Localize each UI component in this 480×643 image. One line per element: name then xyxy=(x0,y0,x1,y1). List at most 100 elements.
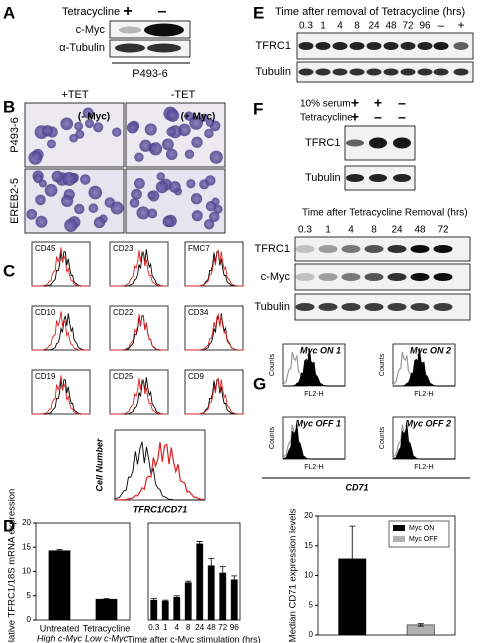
histogram xyxy=(283,348,345,387)
cell xyxy=(209,150,223,164)
cell xyxy=(166,127,177,137)
label: FL2-H xyxy=(304,391,323,398)
cell xyxy=(144,123,157,136)
cell xyxy=(131,188,142,200)
blot-band xyxy=(346,139,364,147)
cell xyxy=(62,172,77,186)
cell xyxy=(93,122,104,133)
legend-swatch xyxy=(393,525,405,531)
label: 96 xyxy=(419,21,431,32)
cell xyxy=(88,203,99,214)
cell xyxy=(205,118,215,127)
label: Counts xyxy=(269,353,276,376)
error-bar xyxy=(231,575,238,585)
blot-band xyxy=(383,42,399,50)
plot-frame xyxy=(147,522,241,621)
blot-band xyxy=(366,42,382,50)
panel-label: E xyxy=(253,3,264,22)
cell xyxy=(148,142,163,156)
histogram xyxy=(185,376,243,415)
y-tick-label: 15 xyxy=(22,542,31,551)
label: Myc OFF 1 xyxy=(295,418,341,428)
bar xyxy=(196,543,204,621)
cell xyxy=(161,138,174,151)
cell xyxy=(51,170,64,183)
cell xyxy=(46,139,56,149)
cell xyxy=(147,191,156,200)
blot-band xyxy=(393,174,411,182)
label: TFRC1 xyxy=(256,40,291,52)
label: Myc ON 1 xyxy=(300,345,341,355)
label: Tetracycline xyxy=(62,6,120,18)
histogram xyxy=(32,375,90,415)
label: Time after Tetracycline Removal (hrs) xyxy=(302,208,468,219)
label: c-Myc xyxy=(76,24,106,36)
y-tick-label: 5 xyxy=(27,591,32,600)
label: + xyxy=(374,95,382,111)
label: c-Myc xyxy=(261,271,291,283)
histogram xyxy=(185,312,243,351)
error-bar xyxy=(150,598,157,602)
label: Time after removal of Tetracycline (hrs) xyxy=(275,6,465,18)
cell xyxy=(35,194,46,206)
error-bar xyxy=(196,541,203,547)
label: 4 xyxy=(348,225,354,236)
x-tick-label: 8 xyxy=(186,623,191,632)
label: – xyxy=(158,3,167,20)
blot-band xyxy=(295,273,315,281)
blot-band xyxy=(383,68,399,76)
blot-band xyxy=(433,303,453,311)
blot-band xyxy=(417,42,433,50)
blot-band xyxy=(400,42,416,50)
blot-band xyxy=(366,68,382,76)
blot-band xyxy=(147,43,181,53)
blot-band xyxy=(364,303,384,311)
error-bar xyxy=(417,623,424,627)
y-tick-label: 5 xyxy=(309,600,314,609)
label: CD71 xyxy=(345,482,368,492)
label: Cell Number xyxy=(94,438,104,492)
cell xyxy=(60,117,74,131)
label: +TET xyxy=(61,89,88,101)
label: 10% serum xyxy=(300,99,351,110)
label: 24 xyxy=(368,21,380,32)
blot-band xyxy=(315,42,331,50)
cell xyxy=(162,215,174,228)
histogram xyxy=(110,315,168,351)
bar xyxy=(207,565,215,621)
cell xyxy=(75,129,85,139)
blot-band xyxy=(295,245,315,253)
legend-label: Myc ON xyxy=(409,525,434,532)
cell xyxy=(139,139,152,152)
blot-band xyxy=(298,68,314,76)
blot-band xyxy=(115,43,145,53)
bar xyxy=(95,598,118,621)
label: + xyxy=(351,95,359,111)
blot-band xyxy=(349,68,365,76)
label: – xyxy=(438,18,445,32)
y-axis-label: Median CD71 expression levels xyxy=(288,508,299,642)
histogram xyxy=(32,311,90,351)
cell xyxy=(205,175,216,186)
cell xyxy=(204,128,214,139)
panel-label: B xyxy=(3,97,15,116)
blot-band xyxy=(315,68,331,76)
histogram xyxy=(282,424,345,460)
blot-band xyxy=(144,23,184,37)
cell xyxy=(147,208,158,219)
label: – xyxy=(398,109,406,125)
label: 1 xyxy=(325,225,331,236)
blot-band xyxy=(433,245,453,253)
label: FL2-H xyxy=(414,391,433,398)
histogram xyxy=(393,348,455,387)
error-bar xyxy=(162,599,169,603)
blot-band xyxy=(453,68,469,76)
label: 0.3 xyxy=(298,225,312,236)
label: TFRC1 xyxy=(305,137,340,149)
label: + xyxy=(457,18,464,32)
histogram-frame xyxy=(184,305,244,351)
blot-band xyxy=(341,245,361,253)
blot-band xyxy=(119,26,141,34)
label: 72 xyxy=(437,225,449,236)
cell xyxy=(74,121,84,131)
